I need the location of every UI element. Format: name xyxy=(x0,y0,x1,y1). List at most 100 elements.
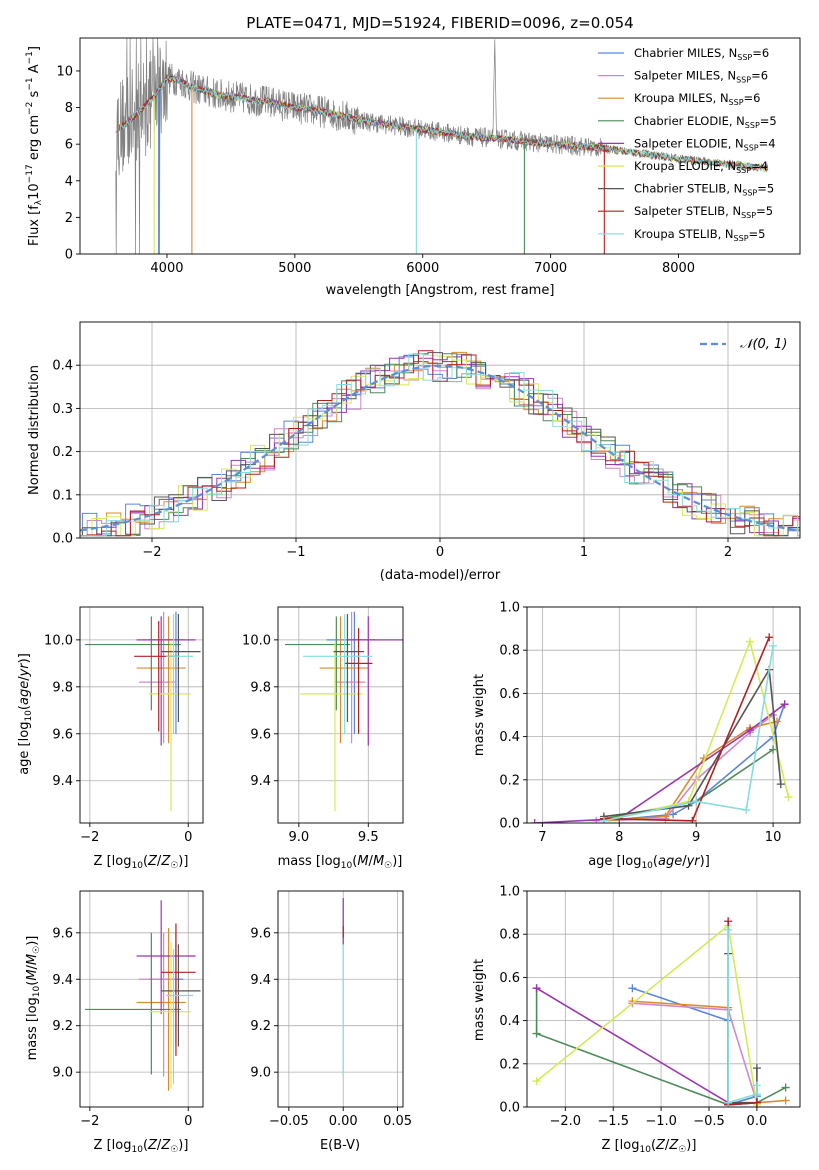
weight-marker xyxy=(765,633,774,642)
legend-subscript: SSP xyxy=(737,53,752,62)
y-tick-label: 0.8 xyxy=(499,928,520,943)
normal-distribution-curve xyxy=(80,364,800,532)
y-tick-label: 0.0 xyxy=(499,817,520,832)
legend-subscript: SSP xyxy=(745,121,760,130)
y-tick-label: 0.6 xyxy=(499,971,520,986)
axes-frame xyxy=(526,890,801,1108)
x-tick-label: 8000 xyxy=(662,261,695,276)
y-tick-label: 9.0 xyxy=(250,1066,271,1081)
residual-histogram-7 xyxy=(80,352,800,537)
residuals-legend-label: 𝒩(0, 1) xyxy=(740,337,787,352)
mE-xlabel: E(B-V) xyxy=(320,1138,360,1153)
residual-histogram-5 xyxy=(80,354,800,537)
y-tick-label: 0.4 xyxy=(499,730,520,745)
legend-subscript: SSP xyxy=(736,76,751,85)
mass-vs-extinction-panel: −0.05 0.00 0.05 9.0 9.2 9.4 9.6 E(B-V) xyxy=(250,890,412,1153)
weight-marker xyxy=(752,1098,761,1107)
y-tick-label: 0 xyxy=(65,248,73,263)
weight-marker xyxy=(781,1083,790,1092)
x-tick-label: 10 xyxy=(765,830,782,845)
legend-entry: Salpeter MILES, NSSP=6 xyxy=(634,69,768,85)
weight-vs-age-panel: 7 8 9 10 0.0 0.2 0.4 0.6 0.8 1.0 age [log10(age/y… xyxy=(472,601,801,871)
spectrum-ylabel: Flux [fλ10−17 erg cm−2 s−1 A−1] xyxy=(25,46,44,246)
x-tick-label: −2.0 xyxy=(550,1114,582,1129)
x-tick-label: 7000 xyxy=(534,261,567,276)
weight-marker xyxy=(769,641,778,650)
y-tick-label: 9.4 xyxy=(250,774,271,789)
weight-marker xyxy=(724,1098,733,1107)
residuals-ylabel: Normed distribution xyxy=(27,365,42,495)
legend-entry: Salpeter STELIB, NSSP=5 xyxy=(634,204,773,220)
wZ-xlabel: Z [log10(Z/Z☉)] xyxy=(602,1138,697,1155)
age-vs-mass-panel: 9.0 9.5 9.4 9.6 9.8 10.0 mass [log10(M/M☉)] xyxy=(242,606,404,871)
x-tick-label: 5000 xyxy=(278,261,311,276)
y-tick-label: 8 xyxy=(65,101,73,116)
x-tick-label: −2 xyxy=(80,1114,99,1129)
spectrum-xlabel: wavelength [Angstrom, rest frame] xyxy=(326,283,555,298)
spectrum-title: PLATE=0471, MJD=51924, FIBERID=0096, z=0… xyxy=(246,14,633,32)
y-tick-label: 10 xyxy=(56,64,73,79)
x-tick-label: −1 xyxy=(286,545,305,560)
x-tick-label: −0.5 xyxy=(693,1114,725,1129)
model-line-9 xyxy=(119,75,768,172)
legend-subscript: SSP xyxy=(736,166,751,175)
axes-frame xyxy=(277,606,404,824)
y-tick-label: 0.2 xyxy=(499,773,520,788)
weight-marker xyxy=(752,1064,761,1073)
axes-frame xyxy=(277,890,404,1108)
x-tick-label: 9.0 xyxy=(288,830,309,845)
residual-histogram-3 xyxy=(80,351,800,537)
legend-nssp: =4 xyxy=(751,159,768,173)
y-tick-label: 9.2 xyxy=(52,1019,73,1034)
y-tick-label: 9.4 xyxy=(52,973,73,988)
wAge-ylabel: mass weight xyxy=(472,674,487,756)
y-tick-label: 9.6 xyxy=(52,727,73,742)
y-tick-label: 10.0 xyxy=(242,633,271,648)
weight-marker xyxy=(776,780,785,789)
y-tick-label: 0.2 xyxy=(499,1057,520,1072)
weight-marker xyxy=(599,816,608,823)
legend-subscript: SSP xyxy=(734,234,749,243)
mZ-ylabel: mass [log10(M/M☉)] xyxy=(25,936,42,1061)
weight-marker xyxy=(532,1029,541,1038)
legend-subscript: SSP xyxy=(742,189,757,198)
y-tick-label: 1.0 xyxy=(499,885,520,900)
x-tick-label: −1.5 xyxy=(597,1114,629,1129)
y-tick-label: 2 xyxy=(65,211,73,226)
x-tick-label: 0.05 xyxy=(383,1114,412,1129)
residuals-legend: 𝒩(0, 1) xyxy=(700,337,787,352)
x-tick-label: 0.0 xyxy=(747,1114,768,1129)
model-line-7 xyxy=(118,73,768,171)
y-tick-label: 0.6 xyxy=(499,687,520,702)
weight-marker xyxy=(746,726,755,735)
y-tick-label: 9.8 xyxy=(52,680,73,695)
weight-marker xyxy=(742,806,751,815)
legend-nssp: =5 xyxy=(760,114,777,128)
axes-frame xyxy=(79,606,204,824)
x-tick-label: 8 xyxy=(615,830,623,845)
weight-vs-metallicity-panel: −2.0 −1.5 −1.0 −0.5 0.0 0.0 0.2 0.4 0.6 0.8 1.0 Z … xyxy=(472,885,801,1155)
y-tick-label: 9.4 xyxy=(52,774,73,789)
y-tick-label: 0.4 xyxy=(499,1014,520,1029)
weight-marker xyxy=(746,637,755,646)
weight-line-9 xyxy=(727,929,758,1104)
legend-nssp: =5 xyxy=(756,204,773,218)
weight-line-9 xyxy=(603,645,774,822)
ageZ-ylabel: age [log10(age/yr)] xyxy=(17,653,34,775)
x-tick-label: 0 xyxy=(184,830,192,845)
residuals-xlabel: (data-model)/error xyxy=(380,568,501,583)
weight-marker xyxy=(780,700,789,709)
mass-vs-metallicity-panel: −2 0 9.0 9.2 9.4 9.6 Z [log10(Z/Z☉)] mass [lo… xyxy=(25,890,204,1155)
weight-marker xyxy=(688,816,697,823)
axes-frame xyxy=(526,606,801,824)
y-tick-label: 9.6 xyxy=(250,926,271,941)
x-tick-label: 0.00 xyxy=(329,1114,358,1129)
ageM-xlabel: mass [log10(M/M☉)] xyxy=(278,854,403,871)
x-tick-label: 4000 xyxy=(150,261,183,276)
weight-marker xyxy=(724,925,733,934)
x-tick-label: 9 xyxy=(692,830,700,845)
x-tick-label: −2 xyxy=(80,830,99,845)
y-tick-label: 1.0 xyxy=(499,601,520,616)
legend-entry: Chabrier STELIB, NSSP=5 xyxy=(634,182,774,198)
